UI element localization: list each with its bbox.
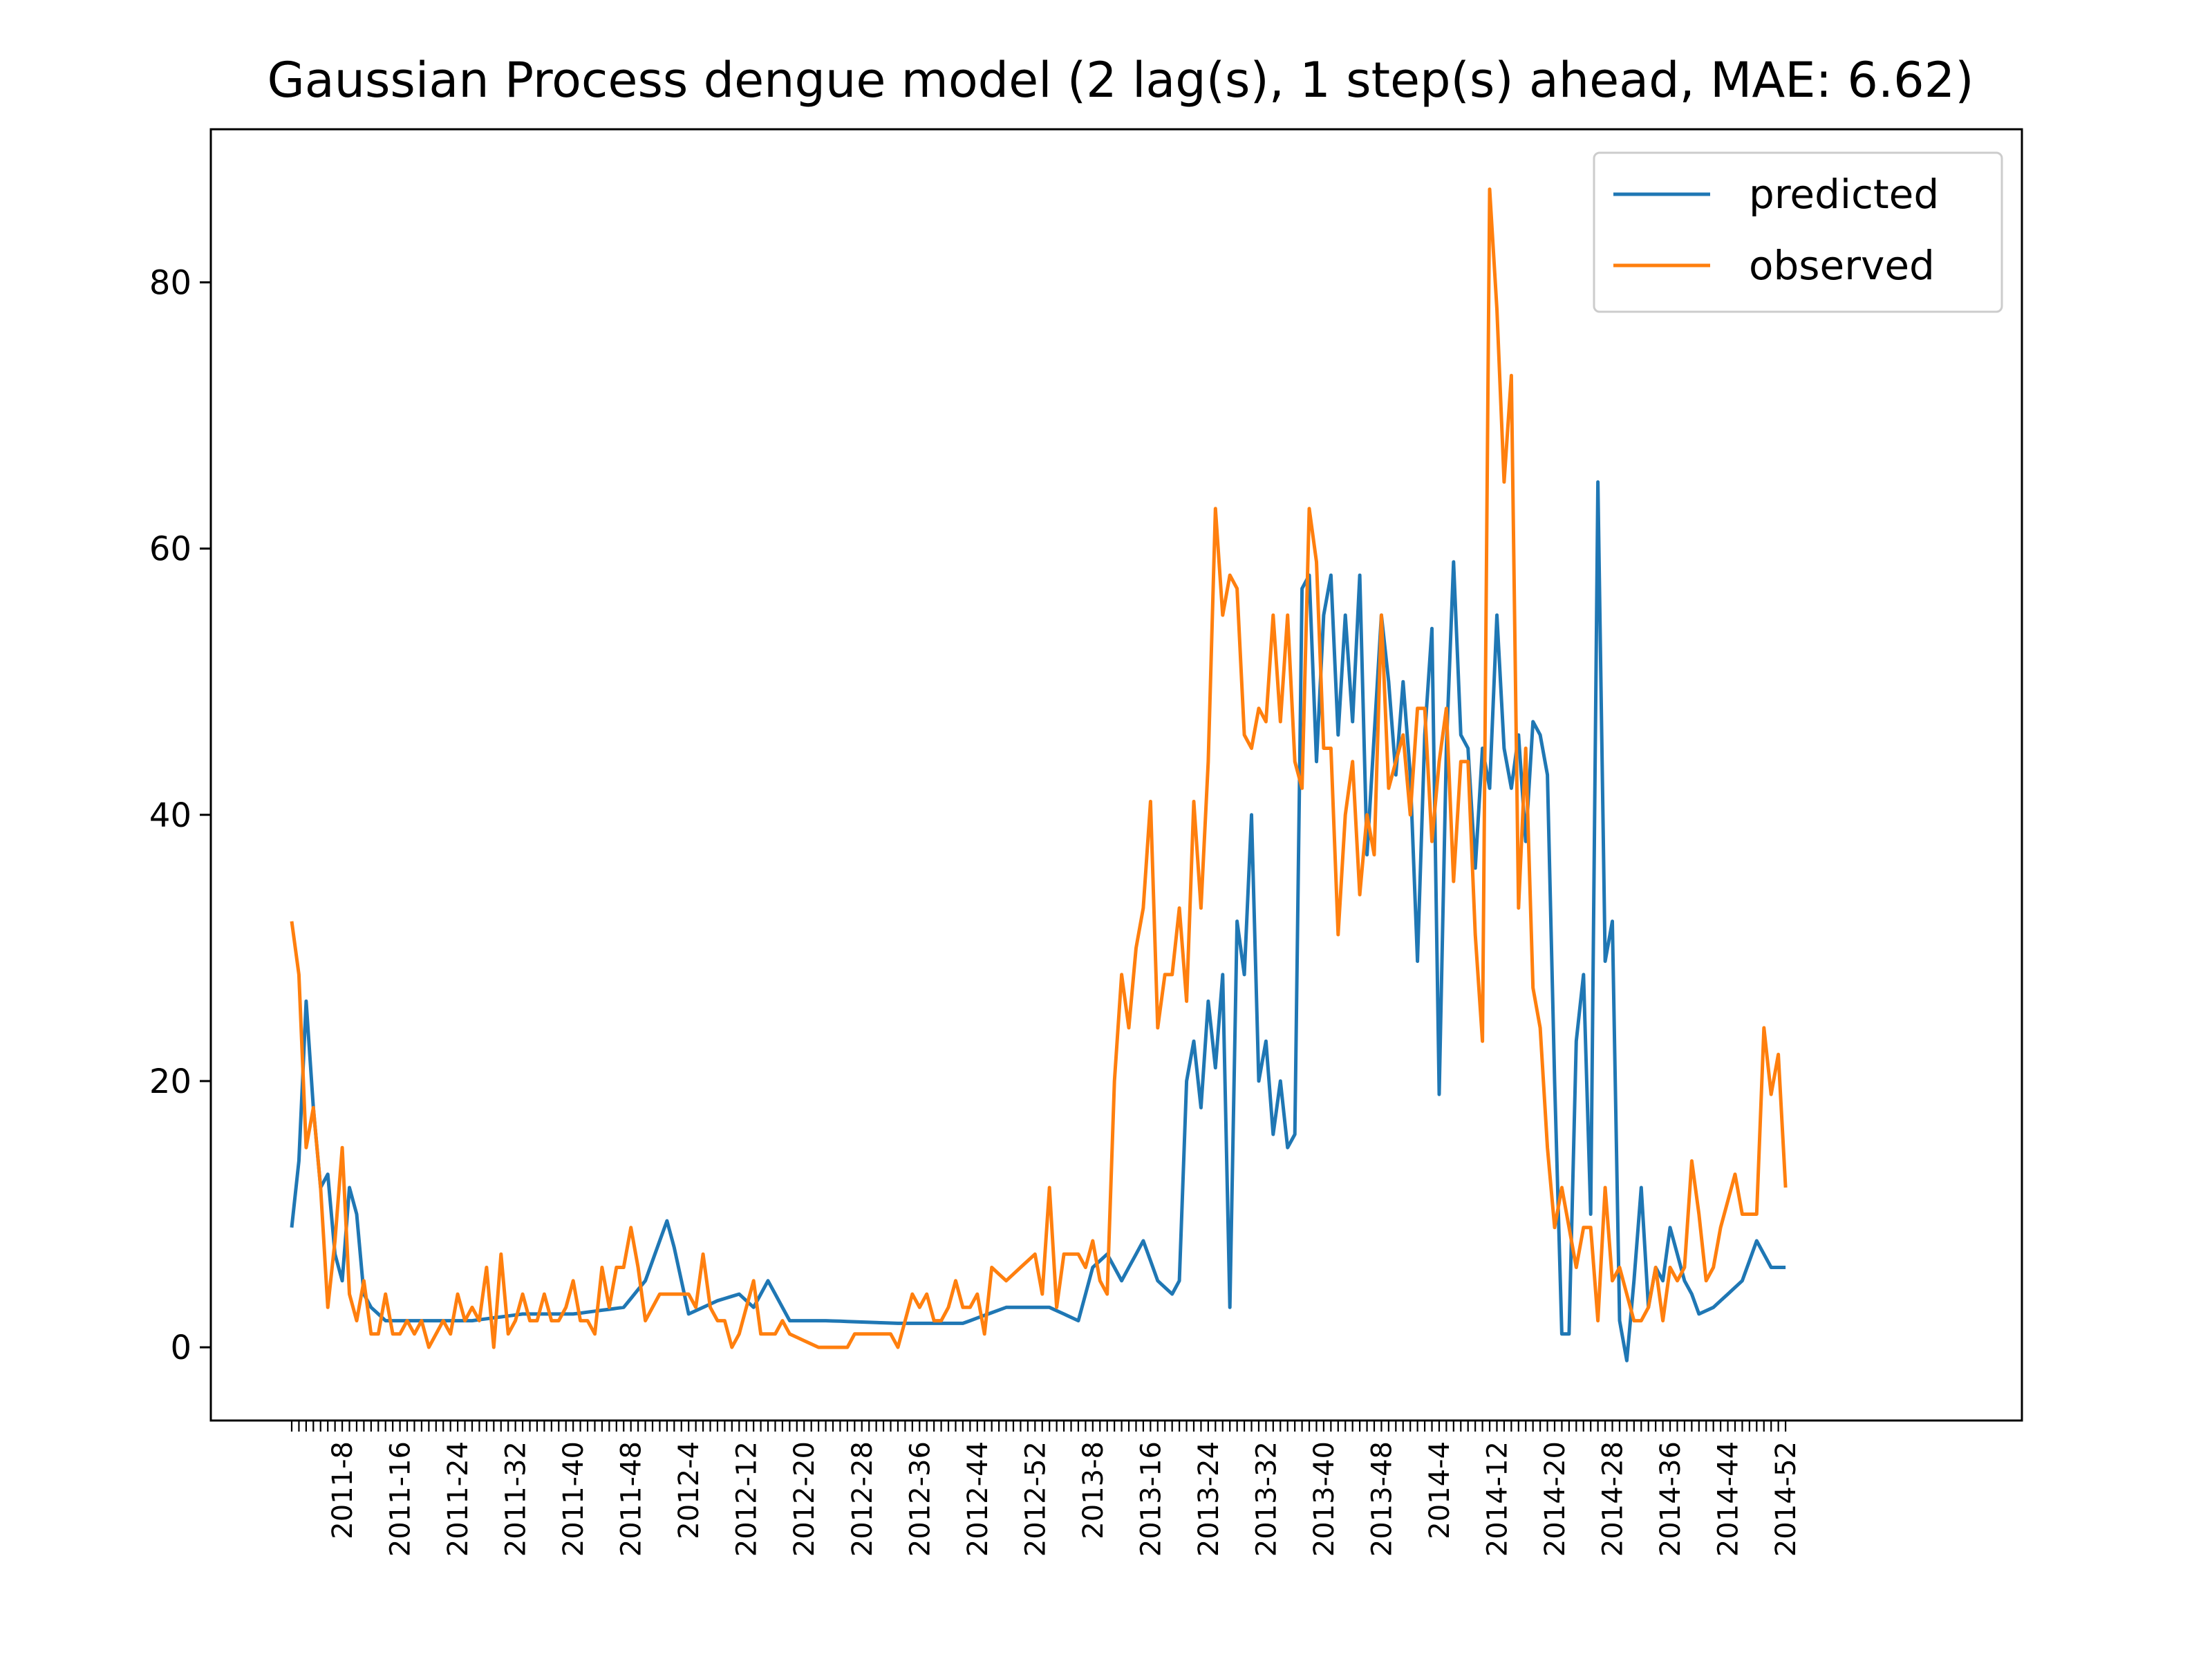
x-tick-label: 2012-36 bbox=[904, 1441, 936, 1557]
x-tick-label: 2014-28 bbox=[1597, 1441, 1629, 1557]
legend: predicted observed bbox=[1593, 151, 2003, 313]
x-tick-label: 2011-40 bbox=[558, 1441, 590, 1557]
x-tick-label: 2013-40 bbox=[1309, 1441, 1340, 1557]
axes-frame bbox=[209, 128, 2023, 1422]
x-tick-label: 2014-4 bbox=[1424, 1441, 1456, 1539]
x-tick-label: 2012-52 bbox=[1020, 1441, 1051, 1557]
x-tick-label: 2011-32 bbox=[500, 1441, 532, 1557]
x-tick-label: 2014-12 bbox=[1481, 1441, 1513, 1557]
x-tick-label: 2011-48 bbox=[616, 1441, 648, 1557]
x-tick-label: 2014-20 bbox=[1539, 1441, 1571, 1557]
y-tick-label: 80 bbox=[149, 263, 191, 302]
chart-title: Gaussian Process dengue model (2 lag(s),… bbox=[267, 52, 1974, 109]
plot-area: 0 20 40 60 80 2011-8 2011-16 2011-24 2011-32 2011… bbox=[149, 187, 1802, 1557]
x-tick-label: 2014-44 bbox=[1713, 1441, 1745, 1557]
y-tick-label: 0 bbox=[170, 1329, 191, 1367]
x-tick-label: 2014-36 bbox=[1655, 1441, 1687, 1557]
y-tick-label: 20 bbox=[149, 1062, 191, 1101]
y-tick-label: 60 bbox=[149, 530, 191, 569]
x-tick-label: 2012-28 bbox=[847, 1441, 879, 1557]
x-tick-label: 2012-4 bbox=[673, 1441, 705, 1539]
x-tick-label: 2014-52 bbox=[1770, 1441, 1802, 1557]
x-tick-label: 2012-20 bbox=[789, 1441, 821, 1557]
y-tick-label: 40 bbox=[149, 796, 191, 835]
x-tick-label: 2012-44 bbox=[962, 1441, 994, 1557]
x-tick-label: 2013-32 bbox=[1250, 1441, 1282, 1557]
x-tick-label: 2011-8 bbox=[327, 1441, 359, 1539]
legend-label-predicted: predicted bbox=[1749, 171, 1939, 218]
legend-label-observed: observed bbox=[1749, 242, 1935, 289]
series-line-observed bbox=[290, 187, 1788, 1349]
x-tick-label: 2013-48 bbox=[1366, 1441, 1398, 1557]
x-tick-label: 2013-8 bbox=[1078, 1441, 1109, 1539]
x-tick-label: 2013-16 bbox=[1135, 1441, 1167, 1557]
x-tick-label: 2013-24 bbox=[1193, 1441, 1225, 1557]
x-tick-label: 2012-12 bbox=[731, 1441, 763, 1557]
x-tick-label: 2011-24 bbox=[442, 1441, 474, 1557]
x-tick-label: 2011-16 bbox=[385, 1441, 417, 1557]
